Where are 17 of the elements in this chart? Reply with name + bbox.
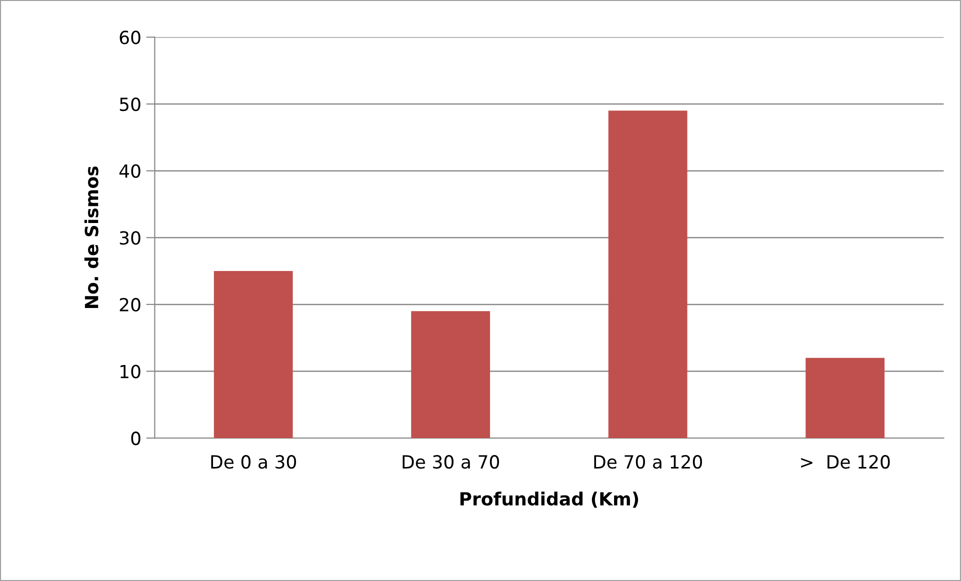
- bar: [806, 358, 885, 438]
- bar: [608, 110, 688, 438]
- x-tick-label: De 0 a 30: [211, 455, 296, 469]
- y-tick-label: 20: [120, 298, 140, 312]
- x-axis-title: Profundidad (Km): [460, 492, 638, 508]
- y-tick-label: 60: [120, 30, 140, 44]
- y-tick-label: 10: [120, 364, 140, 378]
- bar: [411, 311, 490, 438]
- x-tick-label: De 30 a 70: [402, 455, 500, 469]
- y-tick-label: 40: [119, 164, 140, 178]
- bar: [214, 271, 293, 438]
- y-tick-label: 0: [131, 432, 140, 446]
- x-tick-label: > De 120: [801, 455, 890, 469]
- x-tick-label: De 70 a 120: [594, 455, 702, 469]
- y-axis-title: No. de Sismos: [84, 166, 98, 308]
- y-tick-label: 30: [120, 231, 140, 245]
- y-tick-label: 50: [120, 97, 140, 112]
